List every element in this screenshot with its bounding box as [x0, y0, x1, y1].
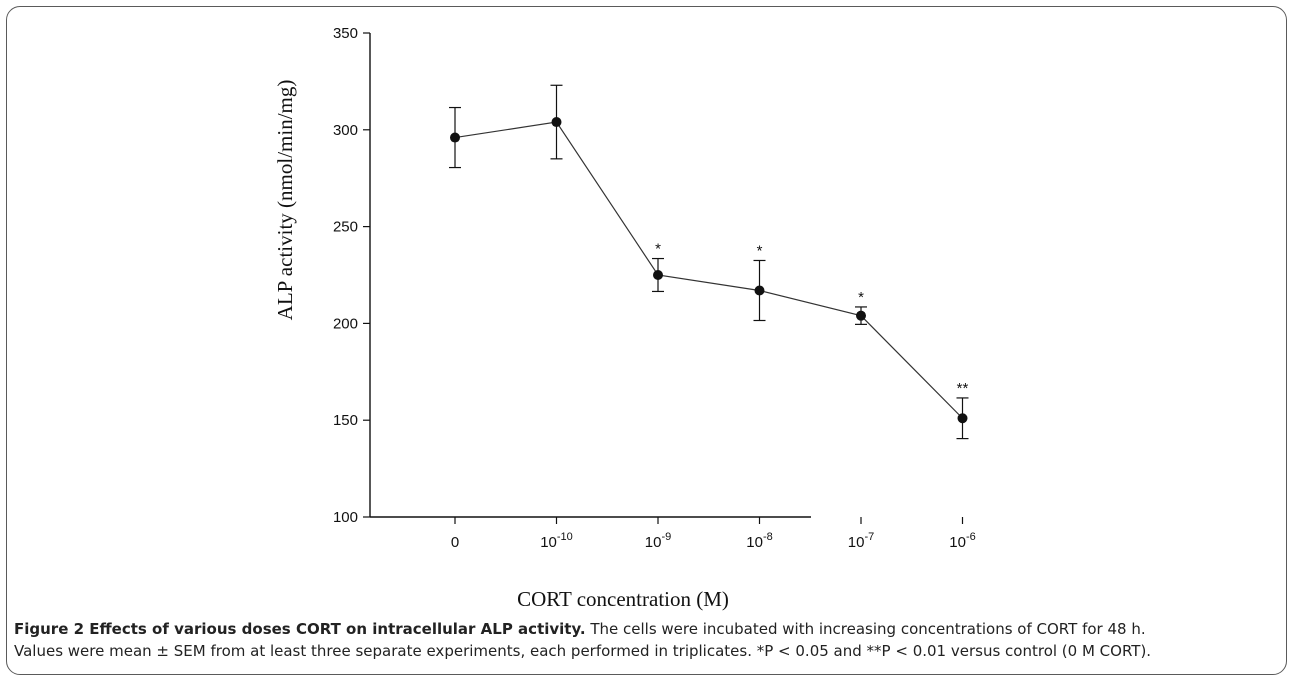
significance-label: * — [858, 289, 864, 306]
y-tick-label: 200 — [333, 315, 358, 332]
caption-text-line2: Values were mean ± SEM from at least thr… — [14, 642, 1152, 660]
caption-title: Figure 2 Effects of various doses CORT o… — [14, 620, 586, 638]
significance-label: * — [655, 241, 661, 258]
data-point — [754, 285, 765, 296]
chart-marks: * **** — [449, 84, 969, 440]
data-point — [957, 413, 968, 424]
y-tick-label: 250 — [333, 219, 358, 236]
figure-caption: Figure 2 Effects of various doses CORT o… — [14, 618, 1279, 662]
figure-frame — [6, 6, 1287, 675]
x-axis-title: CORT concentration (M) — [517, 587, 729, 611]
x-tick-label: 10-8 — [746, 531, 772, 551]
data-point — [450, 132, 460, 143]
data-point — [551, 117, 562, 128]
y-tick-label: 100 — [333, 509, 358, 526]
x-tick-label: 10-6 — [949, 531, 975, 551]
significance-label: * — [757, 242, 763, 259]
significance-label: ** — [957, 380, 969, 397]
data-point — [856, 310, 866, 321]
y-tick-label: 300 — [333, 122, 358, 139]
series-line — [454, 121, 963, 419]
x-tick-label: 0 — [451, 534, 459, 551]
y-axis-title: ALP activity (nmol/min/mg) — [273, 80, 297, 321]
y-tick-label: 150 — [333, 412, 358, 429]
caption-text-line1: The cells were incubated with increasing… — [585, 620, 1146, 638]
x-tick-label: 10-9 — [645, 531, 671, 551]
y-tick-label: 350 — [333, 25, 358, 42]
data-point — [653, 270, 663, 280]
line-chart: 100 150 200 250 300 350 0 10-10 10-9 10-8 10-7 10-6… — [273, 25, 976, 611]
x-tick-label: 10-10 — [540, 531, 573, 551]
x-tick-label: 10-7 — [848, 531, 874, 551]
chart-axes: 100 150 200 250 300 350 0 10-10 10-9 10-8 10-7 10-6 — [333, 25, 976, 551]
